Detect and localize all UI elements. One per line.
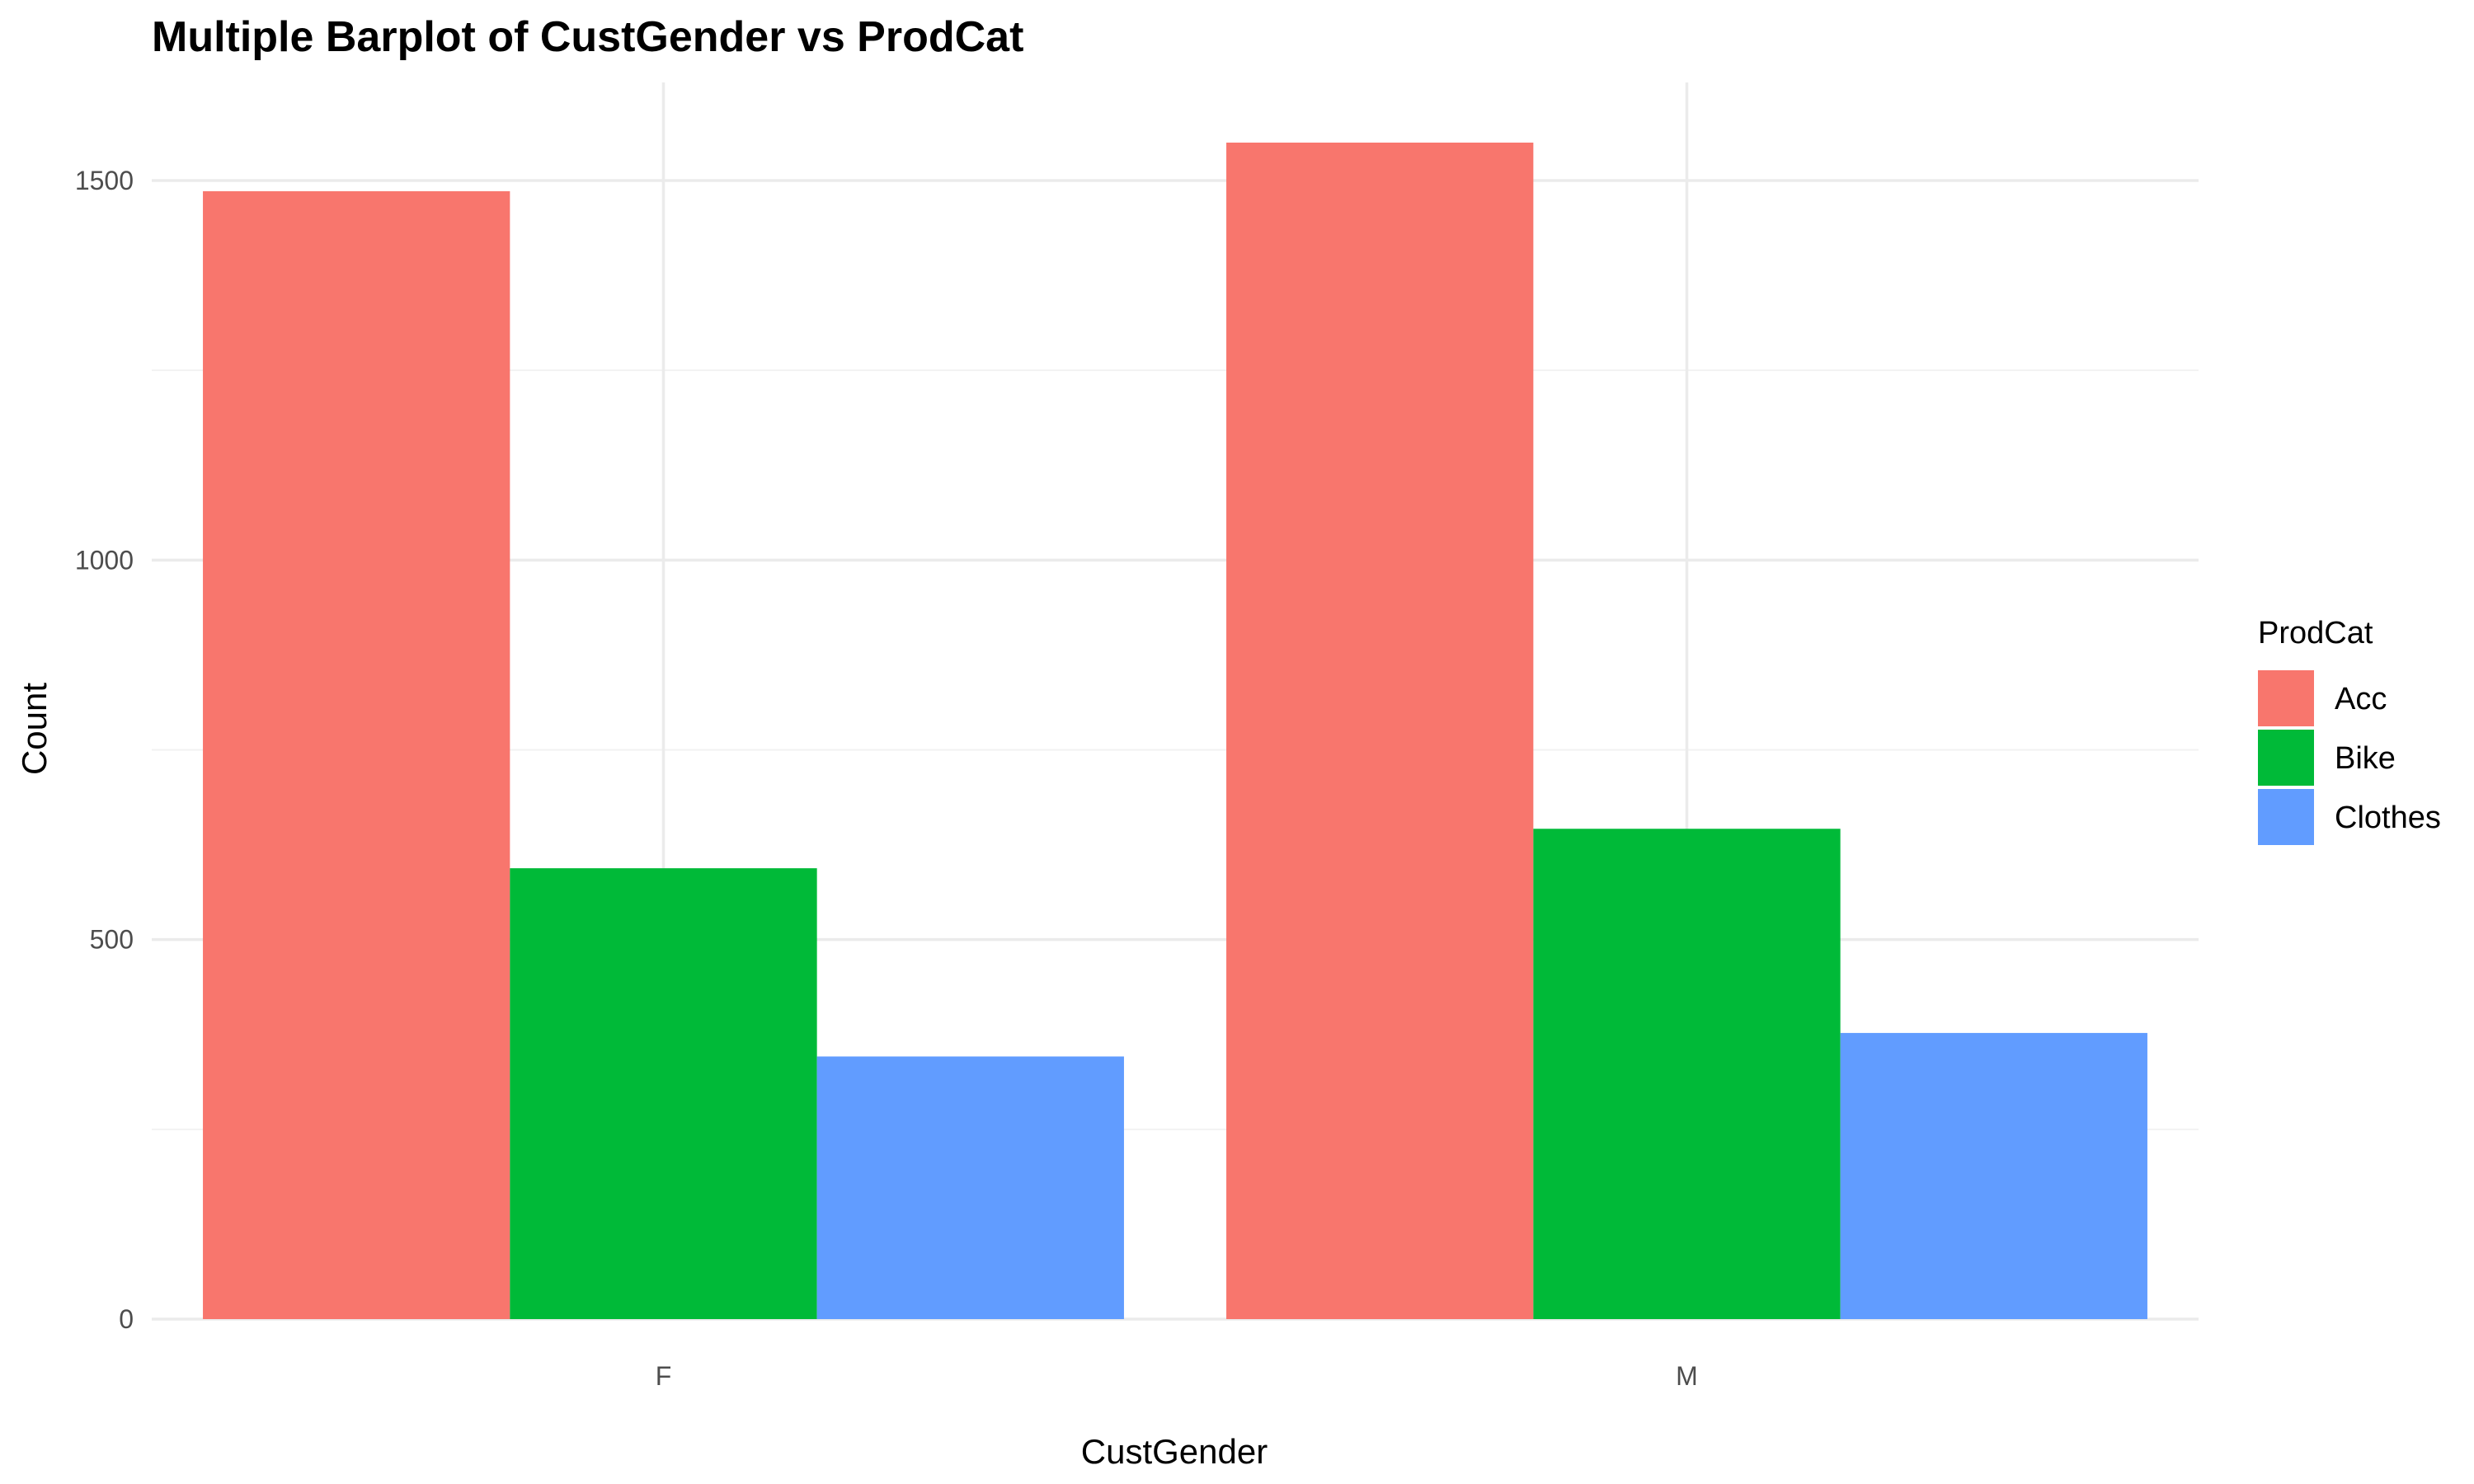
legend: ProdCat Acc Bike Clothes (2258, 616, 2441, 845)
bar-bike-f (510, 868, 817, 1319)
legend-label-bike: Bike (2335, 741, 2396, 776)
x-tick-label: M (1676, 1361, 1698, 1391)
legend-label-acc: Acc (2335, 682, 2387, 716)
legend-key-bike (2258, 730, 2314, 786)
y-axis-title: Count (15, 683, 54, 775)
chart-title: Multiple Barplot of CustGender vs ProdCa… (152, 13, 1023, 61)
bar-acc-f (203, 190, 510, 1320)
legend-key-acc (2258, 670, 2314, 726)
bars (203, 142, 2147, 1320)
y-tick-label: 0 (119, 1304, 134, 1334)
x-axis-title: CustGender (1081, 1432, 1268, 1471)
bar-clothes-m (1840, 1032, 2147, 1319)
legend-items: Acc Bike Clothes (2258, 670, 2441, 845)
y-tick-label: 1500 (75, 166, 134, 195)
bar-acc-m (1226, 142, 1534, 1319)
legend-key-clothes (2258, 789, 2314, 845)
x-tick-label: F (656, 1361, 672, 1391)
legend-label-clothes: Clothes (2335, 801, 2441, 835)
bar-clothes-f (816, 1056, 1124, 1319)
y-tick-label: 1000 (75, 545, 134, 575)
y-tick-label: 500 (90, 925, 134, 955)
legend-title: ProdCat (2258, 616, 2373, 650)
tick-labels: 0 500 1000 1500 F M (75, 166, 1698, 1391)
bar-bike-m (1533, 829, 1841, 1319)
